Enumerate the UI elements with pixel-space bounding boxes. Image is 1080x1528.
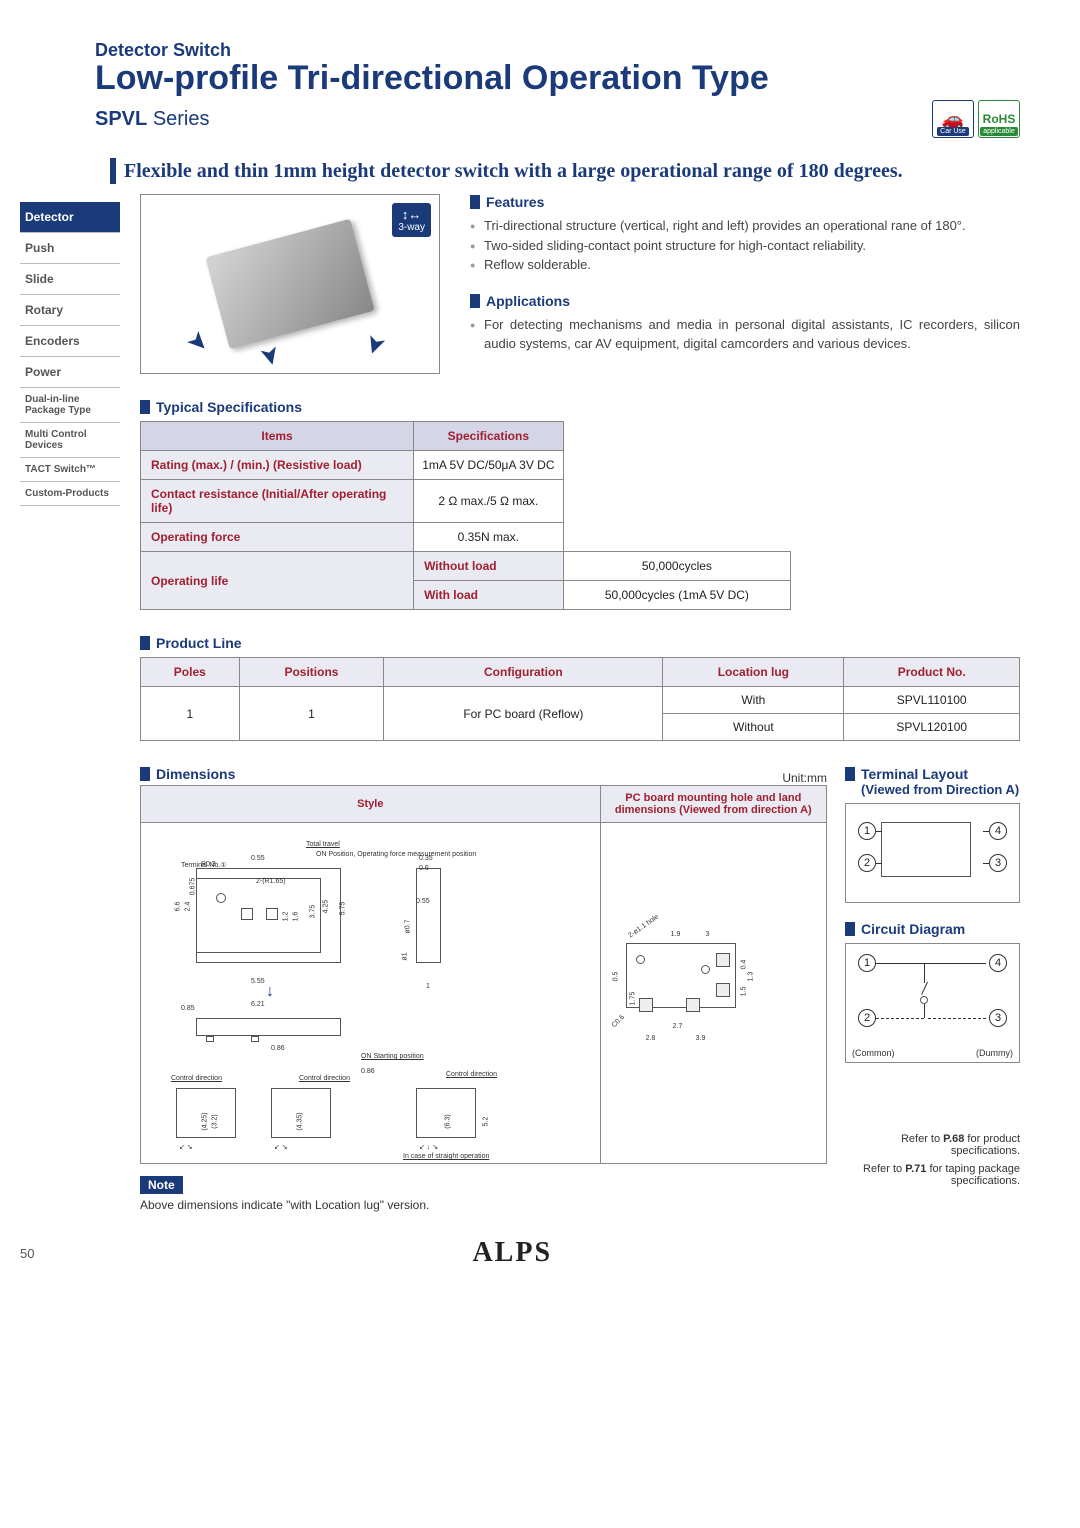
feature-item: Reflow solderable. xyxy=(470,255,1020,275)
refer-2: Refer to P.71 for taping package specifi… xyxy=(845,1163,1020,1187)
page-number: 50 xyxy=(20,1246,34,1261)
sidebar-item-encoders[interactable]: Encoders xyxy=(20,326,120,357)
sidebar-item-power[interactable]: Power xyxy=(20,357,120,388)
page-title: Low-profile Tri-directional Operation Ty… xyxy=(95,59,1020,98)
terminal-diagram: 1 2 4 3 xyxy=(845,803,1020,903)
features-list: Tri-directional structure (vertical, rig… xyxy=(470,216,1020,275)
sidebar-item-rotary[interactable]: Rotary xyxy=(20,295,120,326)
circuit-diagram: 1 2 4 3 (Common) (Dum xyxy=(845,943,1020,1063)
note-text: Above dimensions indicate "with Location… xyxy=(140,1198,827,1212)
pcb-drawing: 2-ø1.1 hole 1.9 3 2.7 2.8 3.9 C0.6 0.5 1… xyxy=(601,823,826,1163)
style-drawing: ↙ ↘ ↙ ↘ ↙ ↓ ↘ Total travel ON Position, … xyxy=(141,823,600,1163)
note-label: Note xyxy=(140,1176,183,1194)
sidebar-item-detector[interactable]: Detector xyxy=(20,202,120,233)
product-photo: ↕↔ 3-way ➤ ➤ ➤ xyxy=(140,194,440,374)
dimensions-head: Dimensions xyxy=(156,766,235,782)
feature-item: Two-sided sliding-contact point structur… xyxy=(470,236,1020,256)
refer-1: Refer to P.68 for product specifications… xyxy=(845,1133,1020,1157)
sidebar-item-custom[interactable]: Custom-Products xyxy=(20,482,120,506)
sidebar: Detector Push Slide Rotary Encoders Powe… xyxy=(20,202,120,1212)
car-use-badge: 🚗 Car Use xyxy=(932,100,974,138)
circuit-head: Circuit Diagram xyxy=(861,921,965,937)
category: Detector Switch xyxy=(95,40,1020,61)
terminal-head: Terminal Layout xyxy=(861,766,968,782)
spec-head: Typical Specifications xyxy=(156,399,302,415)
sidebar-item-tact[interactable]: TACT Switch™ xyxy=(20,458,120,482)
dimensions-table: Style PC board mounting hole and land di… xyxy=(140,785,827,1164)
features-head: Features xyxy=(486,194,544,210)
application-item: For detecting mechanisms and media in pe… xyxy=(470,315,1020,354)
product-table: Poles Positions Configuration Location l… xyxy=(140,657,1020,741)
series: SPVL Series xyxy=(95,108,210,131)
feature-item: Tri-directional structure (vertical, rig… xyxy=(470,216,1020,236)
sidebar-item-dip[interactable]: Dual-in-line Package Type xyxy=(20,388,120,423)
three-way-icon: ↕↔ 3-way xyxy=(392,203,431,237)
product-line-head: Product Line xyxy=(156,635,242,651)
alps-logo: ALPS xyxy=(34,1237,990,1269)
sidebar-item-multi[interactable]: Multi Control Devices xyxy=(20,423,120,458)
applications-list: For detecting mechanisms and media in pe… xyxy=(470,315,1020,354)
terminal-sub: (Viewed from Direction A) xyxy=(861,782,1019,797)
unit-label: Unit:mm xyxy=(782,771,827,785)
applications-head: Applications xyxy=(486,293,570,309)
spec-table: ItemsSpecifications Rating (max.) / (min… xyxy=(140,421,791,610)
rohs-badge: RoHS applicable xyxy=(978,100,1020,138)
tagline: Flexible and thin 1mm height detector sw… xyxy=(110,158,1020,184)
sidebar-item-slide[interactable]: Slide xyxy=(20,264,120,295)
sidebar-item-push[interactable]: Push xyxy=(20,233,120,264)
